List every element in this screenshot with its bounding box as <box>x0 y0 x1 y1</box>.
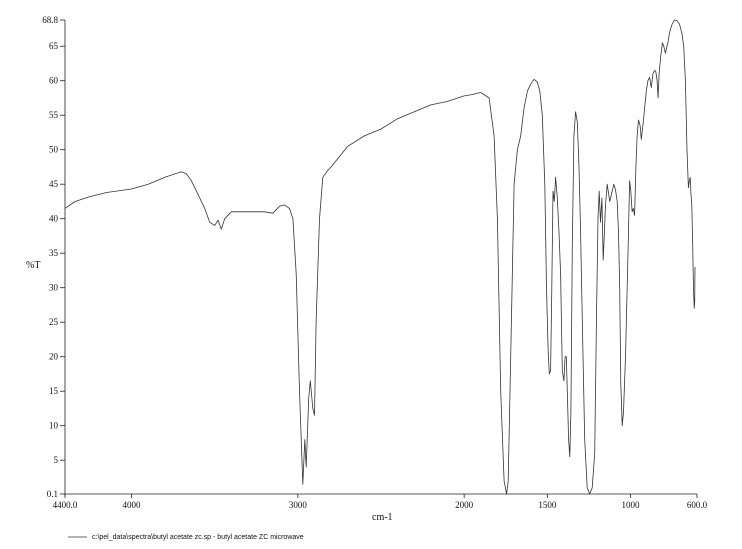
y-tick-label: 30 <box>49 283 59 293</box>
x-tick-label: 3000 <box>289 500 308 510</box>
y-tick-label: 45 <box>49 179 59 189</box>
x-tick-label: 4400.0 <box>53 500 78 510</box>
y-tick-label: 35 <box>49 248 59 258</box>
y-tick-label: 60 <box>49 76 59 86</box>
x-ticks: 4400.0 4000 3000 2000 1500 1000 600.0 <box>53 494 708 510</box>
x-tick-label: 2000 <box>455 500 474 510</box>
y-tick-label: 5 <box>54 455 59 465</box>
y-tick-label: 50 <box>49 145 59 155</box>
y-axis-title: %T <box>26 260 40 271</box>
x-axis-title: cm-1 <box>372 512 393 523</box>
spectrum-series-line <box>64 19 696 495</box>
y-tick-label: 40 <box>49 214 59 224</box>
y-tick-label: 65 <box>49 41 59 51</box>
y-tick-label: 10 <box>49 421 59 431</box>
x-tick-label: 1500 <box>538 500 557 510</box>
x-tick-label: 4000 <box>123 500 142 510</box>
y-tick-label: 15 <box>49 386 59 396</box>
x-tick-label: 1000 <box>621 500 640 510</box>
y-tick-label: 25 <box>49 317 59 327</box>
x-tick-label: 600.0 <box>687 500 708 510</box>
caption: c:\pel_data\spectra\butyl acetate zc.sp … <box>68 534 304 541</box>
y-ticks: 0.1 5 10 15 20 25 30 35 40 45 50 55 60 65 68.8 <box>42 15 65 499</box>
caption-text: c:\pel_data\spectra\butyl acetate zc.sp … <box>92 534 304 541</box>
y-tick-label: 20 <box>49 352 59 362</box>
y-tick-label: 55 <box>49 110 59 120</box>
y-tick-label: 68.8 <box>42 15 58 25</box>
y-tick-label: 0.1 <box>47 489 58 499</box>
